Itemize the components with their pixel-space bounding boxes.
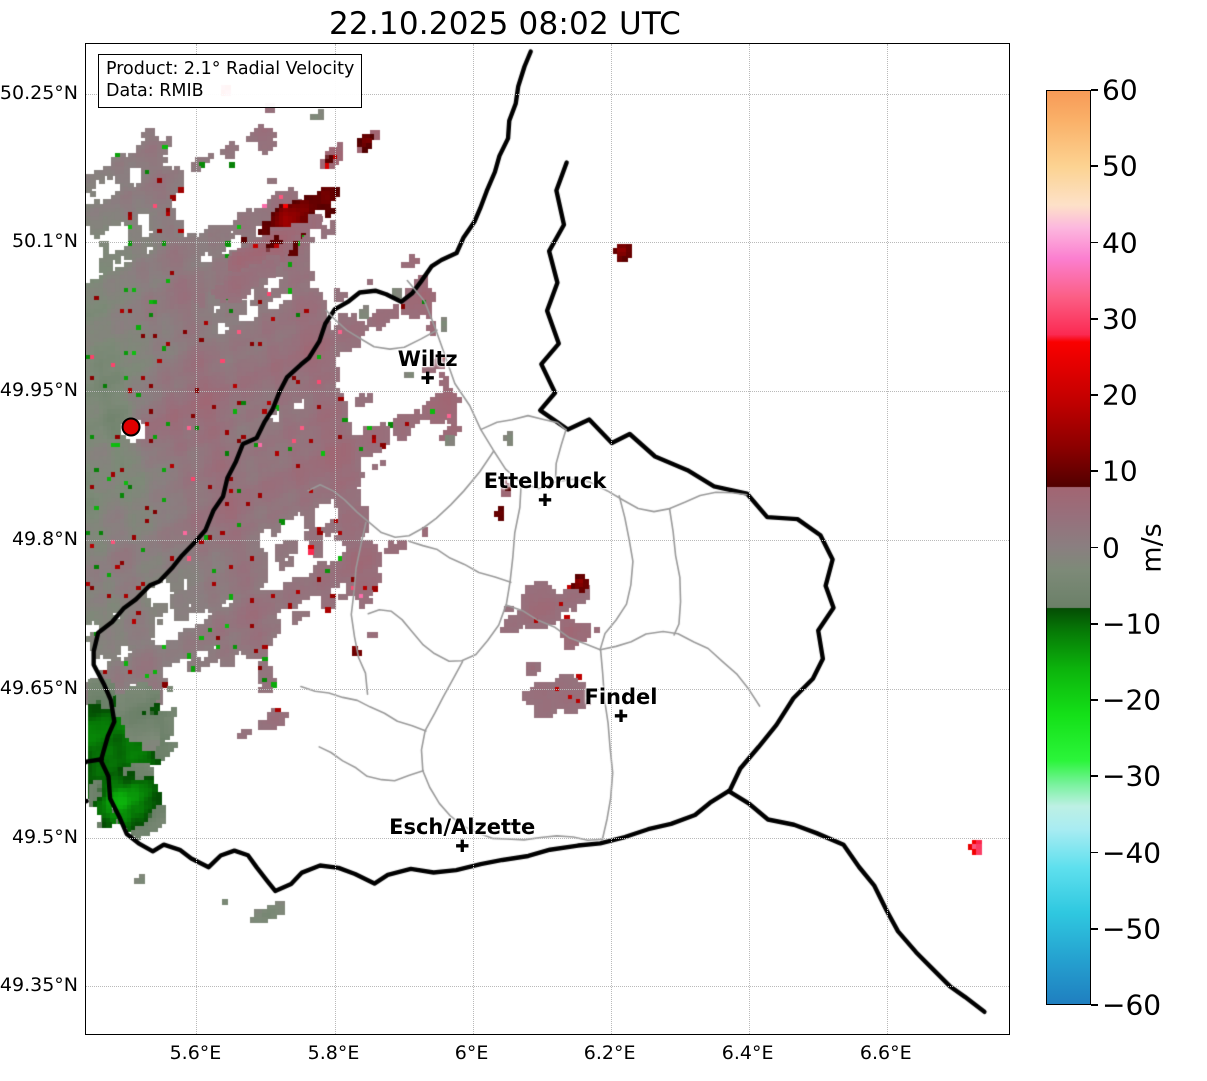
colorbar-tick-label-4: 20 — [1102, 378, 1138, 412]
map-borders-canvas — [86, 44, 1009, 1034]
colorbar-tick-mark-5 — [1091, 470, 1098, 473]
colorbar-tick-mark-8 — [1091, 699, 1098, 701]
colorbar-tick-mark-9 — [1091, 775, 1098, 778]
radar-map-plot[interactable]: Product: 2.1° Radial Velocity Data: RMIB… — [85, 43, 1010, 1035]
colorbar-tick-mark-0 — [1091, 89, 1098, 91]
x-tick-label-3: 6.2°E — [583, 1042, 636, 1064]
colorbar-tick-label-11: −50 — [1102, 912, 1162, 946]
radar-site-marker — [121, 417, 141, 437]
colorbar-tick-mark-11 — [1091, 927, 1098, 930]
radar-echo-layer — [86, 44, 1009, 1034]
x-tick-label-5: 6.6°E — [859, 1042, 912, 1064]
data-source-label: Data: RMIB — [106, 81, 204, 102]
product-info-box: Product: 2.1° Radial Velocity Data: RMIB — [98, 54, 363, 108]
x-tick-label-2: 6°E — [454, 1042, 489, 1064]
colorbar-tick-mark-1 — [1091, 165, 1098, 168]
colorbar-tick-label-2: 40 — [1102, 226, 1138, 259]
colorbar-tick-mark-6 — [1091, 546, 1098, 549]
colorbar-unit-label: m/s — [1136, 523, 1168, 573]
x-tick-label-0: 5.6°E — [169, 1042, 222, 1064]
x-tick-label-1: 5.8°E — [307, 1042, 360, 1064]
y-tick-label-5: 49.5°N — [11, 825, 78, 848]
colorbar-tick-label-8: −20 — [1102, 683, 1162, 717]
colorbar-tick-mark-2 — [1091, 241, 1098, 244]
colorbar[interactable]: 60 50 40 30 20 10 0 −10 −20 −30 −40 −50 −60 — [1046, 74, 1161, 1022]
product-label: Product: 2.1° Radial Velocity — [106, 59, 355, 79]
page-title: 22.10.2025 08:02 UTC — [329, 6, 681, 42]
colorbar-tick-label-5: 10 — [1102, 454, 1138, 488]
y-tick-label-0: 50.25°N — [0, 81, 78, 104]
colorbar-tick-label-0: 60 — [1102, 73, 1138, 107]
y-tick-label-4: 49.65°N — [0, 676, 78, 699]
colorbar-tick-label-3: 30 — [1102, 302, 1138, 336]
x-tick-label-4: 6.4°E — [721, 1042, 774, 1064]
colorbar-tick-mark-3 — [1091, 317, 1098, 320]
y-tick-label-1: 50.1°N — [11, 230, 78, 253]
colorbar-gradient — [1046, 90, 1091, 1005]
colorbar-tick-label-7: −10 — [1102, 607, 1162, 641]
y-tick-label-6: 49.35°N — [0, 974, 78, 997]
y-tick-label-3: 49.8°N — [11, 528, 78, 550]
colorbar-tick-label-1: 50 — [1102, 149, 1138, 183]
colorbar-tick-label-10: −40 — [1102, 836, 1162, 869]
colorbar-tick-mark-4 — [1091, 394, 1098, 396]
colorbar-tick-mark-7 — [1091, 622, 1098, 625]
colorbar-tick-label-12: −60 — [1102, 988, 1162, 1022]
colorbar-tick-label-6: 0 — [1102, 531, 1120, 564]
colorbar-tick-label-9: −30 — [1102, 759, 1162, 793]
colorbar-tick-mark-12 — [1091, 1004, 1098, 1006]
y-tick-label-2: 49.95°N — [0, 379, 78, 402]
colorbar-tick-mark-10 — [1091, 851, 1098, 854]
